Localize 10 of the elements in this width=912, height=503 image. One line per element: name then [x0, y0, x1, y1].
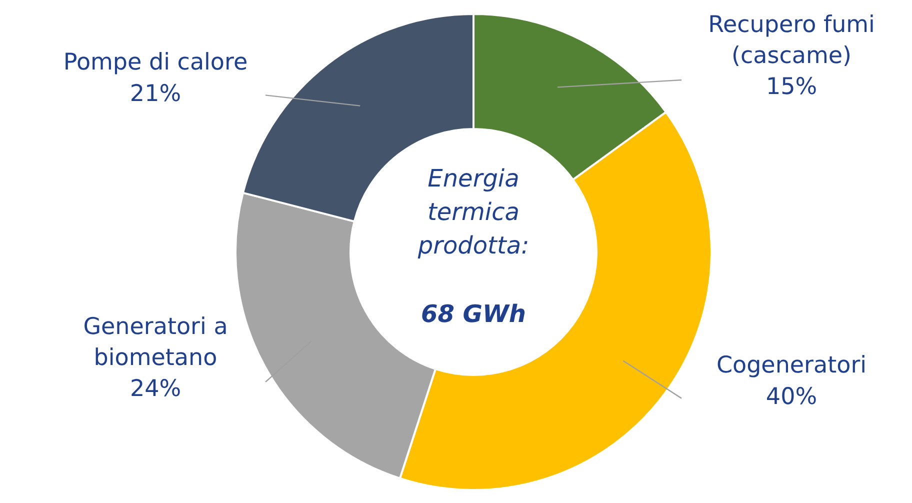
data-label: 40% — [766, 384, 818, 410]
slice-label: Generatori a biometano — [83, 314, 228, 371]
slice-label: Cogeneratori — [716, 352, 867, 379]
slice-label: Pompe di calore — [63, 50, 248, 76]
text: Energia termica prodotta: — [416, 164, 530, 260]
text: 68 GWh — [420, 300, 526, 328]
data-label: 24% — [130, 376, 182, 402]
data-label: 21% — [130, 80, 182, 107]
slice-label: Recupero fumi (cascame) — [708, 12, 875, 69]
data-label: 15% — [766, 74, 818, 100]
